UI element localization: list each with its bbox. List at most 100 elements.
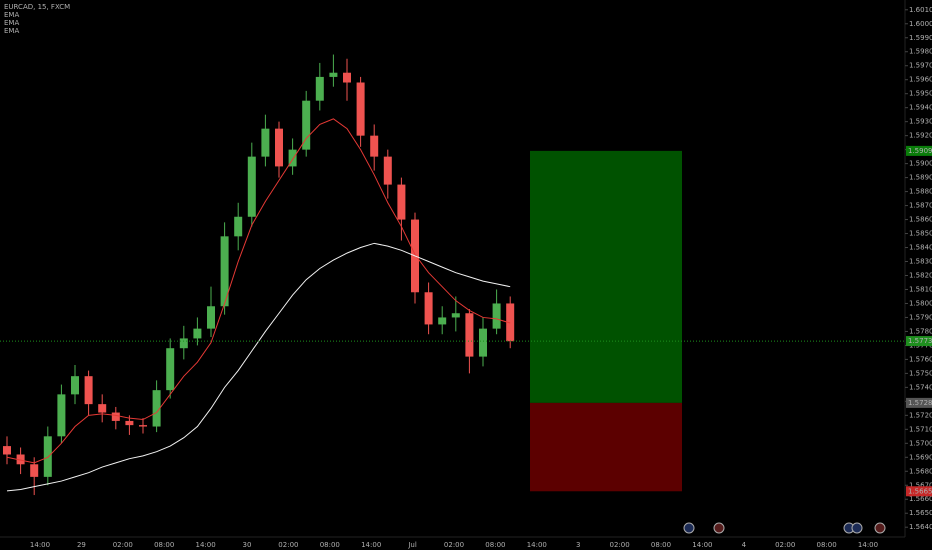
candle-body	[275, 128, 283, 167]
y-tick-label: 1.56700	[909, 481, 932, 489]
candle-body	[315, 76, 324, 101]
candle-body	[261, 128, 270, 157]
x-tick-label: 08:00	[651, 541, 671, 549]
y-tick-label: 1.57500	[909, 369, 932, 377]
candle-body	[492, 303, 501, 329]
candle-body	[465, 313, 474, 357]
y-tick-label: 1.58500	[909, 230, 932, 238]
candle-body	[16, 454, 25, 465]
legend-entry: EMA	[4, 11, 19, 19]
candle-body	[506, 303, 515, 342]
y-tick-label: 1.58600	[909, 216, 932, 224]
candle-body	[356, 82, 365, 136]
x-tick-label: 30	[243, 541, 252, 549]
y-tick-label: 1.57100	[909, 425, 932, 433]
y-tick-label: 1.58800	[909, 188, 932, 196]
y-tick-label: 1.60100	[909, 6, 932, 14]
candle-body	[343, 72, 351, 83]
price-tag-label: 1.57289	[908, 399, 932, 407]
legend-entry: EMA	[4, 19, 19, 27]
candle-body	[302, 100, 311, 150]
ema-line	[6, 118, 511, 464]
candle-body	[370, 135, 379, 157]
candle-body	[84, 376, 93, 405]
x-tick-label: 02:00	[113, 541, 133, 549]
y-tick-label: 1.59200	[909, 132, 932, 140]
y-tick-label: 1.56400	[909, 523, 932, 531]
event-icons[interactable]	[683, 522, 886, 534]
y-tick-label: 1.59600	[909, 76, 932, 84]
x-tick-label: 02:00	[278, 541, 298, 549]
y-tick-label: 1.57600	[909, 355, 932, 363]
x-tick-label: 29	[77, 541, 86, 549]
x-tick-label: 14:00	[692, 541, 712, 549]
y-tick-label: 1.59700	[909, 62, 932, 70]
price-tag-label: 1.57731	[908, 337, 932, 345]
y-tick-label: 1.58700	[909, 202, 932, 210]
y-tick-label: 1.58400	[909, 244, 932, 252]
candle-body	[30, 464, 39, 477]
y-tick-label: 1.56600	[909, 495, 932, 503]
y-tick-label: 1.57400	[909, 383, 932, 391]
candle-body	[125, 420, 134, 426]
ema-line	[6, 242, 511, 492]
x-tick-label: 14:00	[196, 541, 216, 549]
price-tag	[906, 486, 932, 497]
x-tick-label: 14:00	[858, 541, 878, 549]
candle-body	[438, 317, 447, 325]
candle-body	[3, 446, 11, 455]
candle-body	[383, 156, 392, 185]
candle-body	[179, 338, 188, 349]
y-tick-label: 1.57200	[909, 411, 932, 419]
x-tick-label: 14:00	[527, 541, 547, 549]
x-tick-label: 4	[742, 541, 747, 549]
candle-body	[111, 412, 120, 421]
candle-body	[166, 348, 175, 391]
price-tag	[906, 145, 932, 156]
candle-body	[139, 425, 147, 427]
candle-body	[397, 184, 406, 220]
y-tick-label: 1.58200	[909, 271, 932, 279]
x-tick-label: 08:00	[154, 541, 174, 549]
legend-entry: EMA	[4, 27, 19, 35]
x-tick-label: Jul	[407, 541, 417, 549]
x-tick-label: 08:00	[817, 541, 837, 549]
candle-body	[152, 390, 161, 427]
y-tick-label: 1.58000	[909, 299, 932, 307]
x-tick-label: 14:00	[30, 541, 50, 549]
price-tag	[906, 336, 932, 347]
y-tick-label: 1.56900	[909, 453, 932, 461]
x-tick-label: 3	[576, 541, 580, 549]
y-tick-label: 1.57800	[909, 327, 932, 335]
candle-body	[193, 328, 202, 339]
y-tick-label: 1.59500	[909, 90, 932, 98]
x-tick-label: 02:00	[610, 541, 630, 549]
y-tick-label: 1.58900	[909, 174, 932, 182]
candle-body	[207, 306, 215, 329]
candle-body	[71, 376, 79, 395]
candle-body	[288, 149, 297, 167]
candle-body	[424, 292, 433, 325]
y-tick-label: 1.59900	[909, 34, 932, 42]
x-tick-label: 08:00	[320, 541, 340, 549]
y-tick-label: 1.59300	[909, 118, 932, 126]
y-tick-label: 1.59800	[909, 48, 932, 56]
y-tick-label: 1.57900	[909, 313, 932, 321]
y-tick-label: 1.60000	[909, 20, 932, 28]
y-tick-label: 1.58300	[909, 258, 932, 266]
candle-body	[479, 328, 487, 357]
chart-title: EURCAD, 15, FXCM	[4, 3, 70, 11]
profit-zone	[530, 150, 682, 403]
candle-body	[247, 156, 256, 217]
candle-body	[220, 236, 229, 307]
y-tick-label: 1.56500	[909, 509, 932, 517]
price-tag-label: 1.56657	[908, 487, 932, 495]
x-tick-label: 02:00	[775, 541, 795, 549]
candle-body	[234, 216, 243, 237]
candle-body	[329, 72, 338, 77]
y-tick-label: 1.58100	[909, 285, 932, 293]
candle-body	[98, 404, 107, 413]
x-tick-label: 14:00	[361, 541, 381, 549]
candle-body	[451, 313, 460, 318]
loss-zone	[530, 402, 682, 492]
